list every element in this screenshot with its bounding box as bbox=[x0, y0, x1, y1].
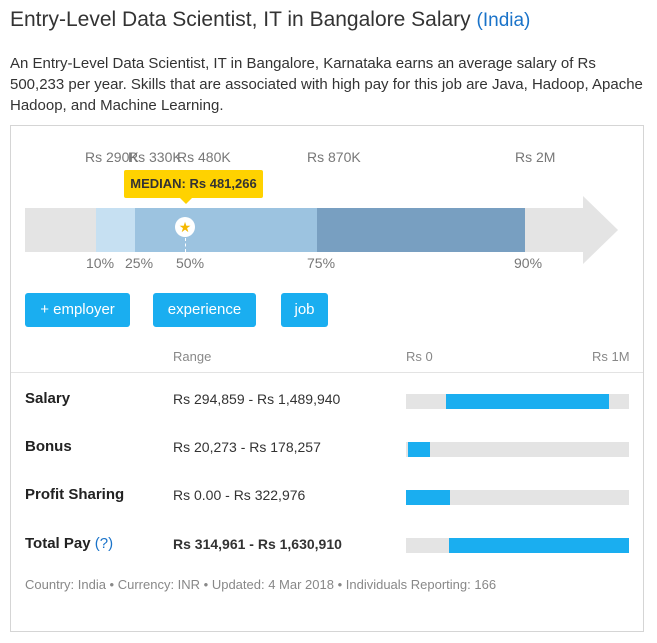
value-p25: Rs 330K bbox=[128, 149, 182, 165]
employer-button[interactable]: + employer bbox=[25, 293, 130, 327]
total-pay-text: Total Pay bbox=[25, 535, 91, 552]
range-fill-bonus bbox=[408, 442, 430, 457]
percentile-75: 75% bbox=[307, 255, 336, 271]
value-p50: Rs 480K bbox=[177, 149, 231, 165]
distribution-arrow-icon bbox=[583, 196, 618, 264]
percentile-25: 25% bbox=[125, 255, 154, 271]
star-icon: ★ bbox=[175, 217, 195, 237]
range-bar-total-pay bbox=[406, 538, 629, 553]
percentile-50: 50% bbox=[176, 255, 205, 271]
row-label-total-pay: Total Pay (?) bbox=[25, 535, 113, 552]
percentile-90: 90% bbox=[514, 255, 543, 271]
row-range-bonus: Rs 20,273 - Rs 178,257 bbox=[173, 439, 321, 455]
range-bar-bonus bbox=[406, 442, 629, 457]
range-fill-total-pay bbox=[449, 538, 629, 553]
median-tag: MEDIAN: Rs 481,266 bbox=[124, 170, 263, 204]
experience-button[interactable]: experience bbox=[153, 293, 256, 327]
row-range-salary: Rs 294,859 - Rs 1,489,940 bbox=[173, 391, 341, 407]
row-label-salary: Salary bbox=[25, 390, 71, 407]
country-link[interactable]: (India) bbox=[476, 10, 531, 31]
range-fill-profit-sharing bbox=[406, 490, 450, 505]
value-p10: Rs 290K bbox=[85, 149, 139, 165]
range-bar-profit-sharing bbox=[406, 490, 629, 505]
median-line bbox=[185, 238, 186, 252]
row-label-bonus: Bonus bbox=[25, 438, 72, 455]
row-range-profit-sharing: Rs 0.00 - Rs 322,976 bbox=[173, 487, 306, 503]
page-title: Entry-Level Data Scientist, IT in Bangal… bbox=[10, 8, 530, 32]
job-button[interactable]: job bbox=[281, 293, 328, 327]
percentile-10: 10% bbox=[86, 255, 115, 271]
page-title-text: Entry-Level Data Scientist, IT in Bangal… bbox=[10, 8, 471, 31]
segment-p75-p90 bbox=[317, 208, 525, 252]
table-divider bbox=[11, 372, 643, 373]
value-p75: Rs 870K bbox=[307, 149, 361, 165]
report-footer: Country: India • Currency: INR • Updated… bbox=[25, 577, 497, 592]
scale-min-label: Rs 0 bbox=[406, 349, 433, 364]
row-range-total-pay: Rs 314,961 - Rs 1,630,910 bbox=[173, 536, 342, 552]
help-link[interactable]: (?) bbox=[94, 535, 114, 552]
segment-p10-p25 bbox=[96, 208, 135, 252]
range-bar-salary bbox=[406, 394, 629, 409]
value-p90: Rs 2M bbox=[515, 149, 556, 165]
segment-p25-p75 bbox=[135, 208, 317, 252]
range-fill-salary bbox=[446, 394, 609, 409]
row-label-profit-sharing: Profit Sharing bbox=[25, 486, 125, 503]
salary-description: An Entry-Level Data Scientist, IT in Ban… bbox=[10, 55, 643, 114]
salary-distribution-bar bbox=[25, 196, 618, 264]
scale-max-label: Rs 1M bbox=[592, 349, 630, 364]
range-column-header: Range bbox=[173, 349, 212, 364]
